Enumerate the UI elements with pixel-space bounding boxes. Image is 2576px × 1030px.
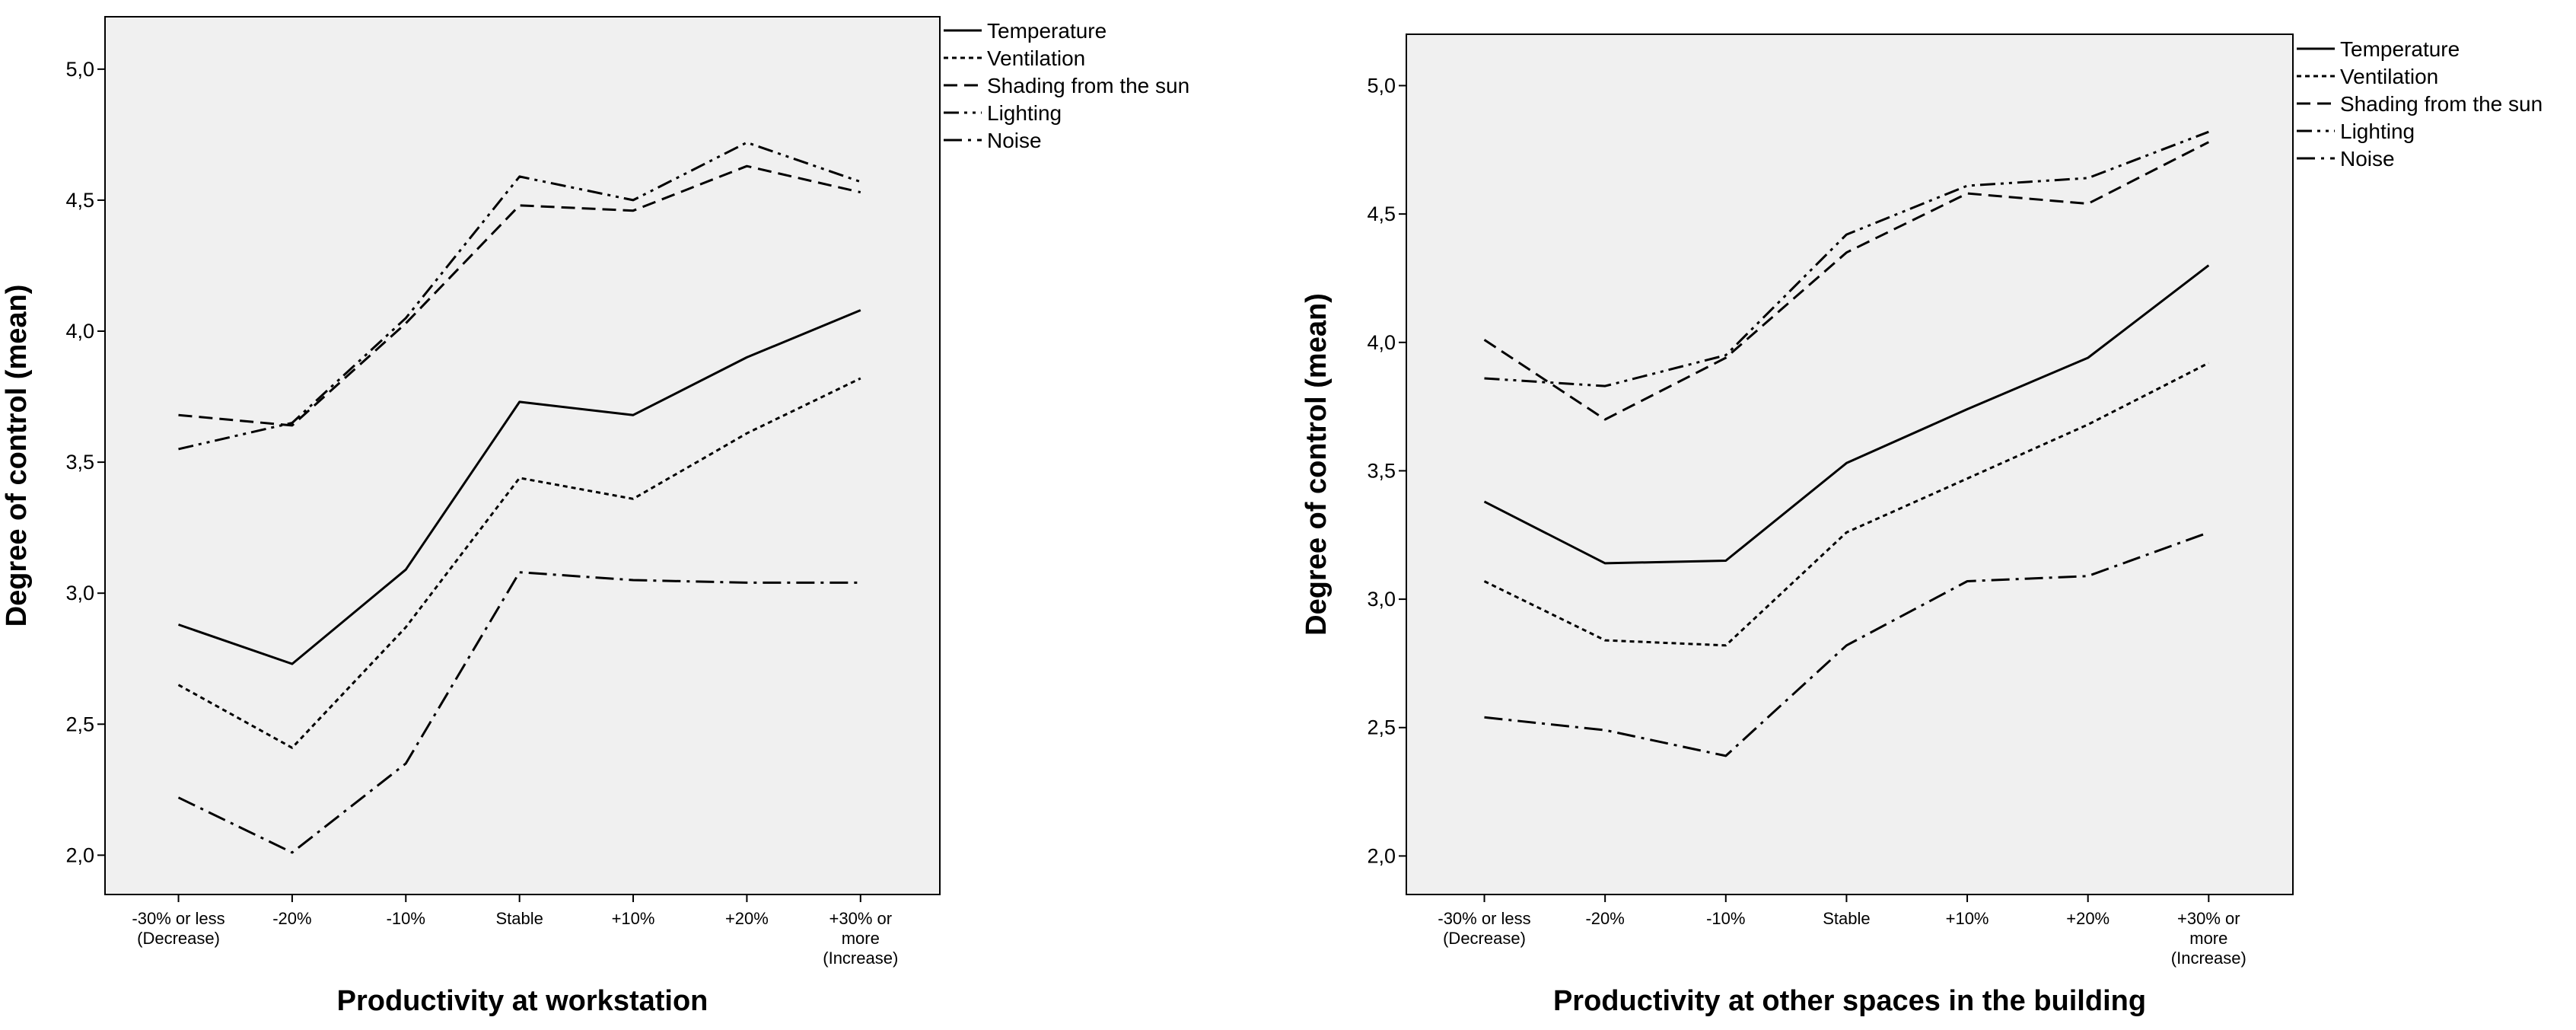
y-tick-label: 3,5 [65,451,94,474]
x-tick-label: +30% or more (Increase) [2171,909,2246,968]
legend: Temperature Ventilation Shading from the s… [944,19,1189,152]
legend-label: Ventilation [2340,65,2438,88]
series-line-shading-from-the-sun [178,164,861,427]
y-tick-label: 3,0 [1367,588,1396,611]
x-tick-label: -10% [1706,909,1745,928]
chart-1: 2,0 2,5 3,0 3,5 4,0 4,5 5,0 -30% or less (Decrea… [1,16,1189,1017]
y-tick-label: 2,0 [1367,844,1396,867]
series-line-noise [1484,531,2209,757]
x-tick-label: +20% [725,909,769,928]
y-tick-label: 4,0 [1367,331,1396,354]
plot-area [1406,33,2294,895]
plot-area [104,16,941,895]
y-tick-label: 2,5 [1367,716,1396,739]
legend-label: Noise [2340,147,2395,171]
x-tick-label: Stable [495,909,543,928]
y-tick-label: 4,5 [65,189,94,212]
x-tick-label: +10% [612,909,655,928]
y-tick-label: 5,0 [65,58,94,81]
y-tick-label: 3,5 [1367,459,1396,482]
series-line-lighting [178,141,861,451]
x-tick-label: -10% [387,909,425,928]
legend-label: Temperature [2340,37,2460,61]
x-axis-title: Productivity at other spaces in the buil… [1553,985,2146,1017]
x-tick-label: Stable [1823,909,1870,928]
x-tick-label: -30% or less (Decrease) [1438,909,1530,948]
series-line-temperature [178,309,861,665]
series-line-lighting [1484,130,2209,387]
series-line-shading-from-the-sun [1483,141,2209,421]
series-line-temperature [1483,264,2210,565]
x-tick-label: +30% or more (Increase) [823,909,898,968]
series-line-ventilation [177,377,861,749]
legend-label: Lighting [987,101,1062,125]
legend-label: Ventilation [987,46,1085,70]
y-tick-label: 4,5 [1367,202,1396,225]
y-tick-label: 2,0 [65,843,94,866]
chart-2: 2,0 2,5 3,0 3,5 4,0 4,5 5,0 -30% or less (Decrea… [1301,33,2543,1017]
x-tick-label: +20% [2066,909,2110,928]
legend: Temperature Ventilation Shading from the s… [2297,37,2543,171]
legend-label: Shading from the sun [2340,92,2543,116]
y-tick-label: 2,5 [65,713,94,735]
legend-label: Shading from the sun [987,74,1189,97]
legend-label: Lighting [2340,120,2415,143]
y-tick-label: 5,0 [1367,74,1396,97]
x-tick-label: +10% [1946,909,1989,928]
series-line-ventilation [1483,362,2209,647]
x-tick-label: -30% or less (Decrease) [132,909,224,948]
legend-label: Noise [987,129,1042,152]
x-tick-label: -20% [272,909,311,928]
legend-label: Temperature [987,19,1107,43]
y-axis-title: Degree of control (mean) [1,285,33,627]
y-tick-label: 4,0 [65,320,94,343]
y-tick-label: 3,0 [65,582,94,604]
series-line-noise [177,571,861,854]
x-axis-title: Productivity at workstation [337,985,708,1017]
y-axis-title: Degree of control (mean) [1301,293,1333,636]
x-tick-label: -20% [1585,909,1624,928]
